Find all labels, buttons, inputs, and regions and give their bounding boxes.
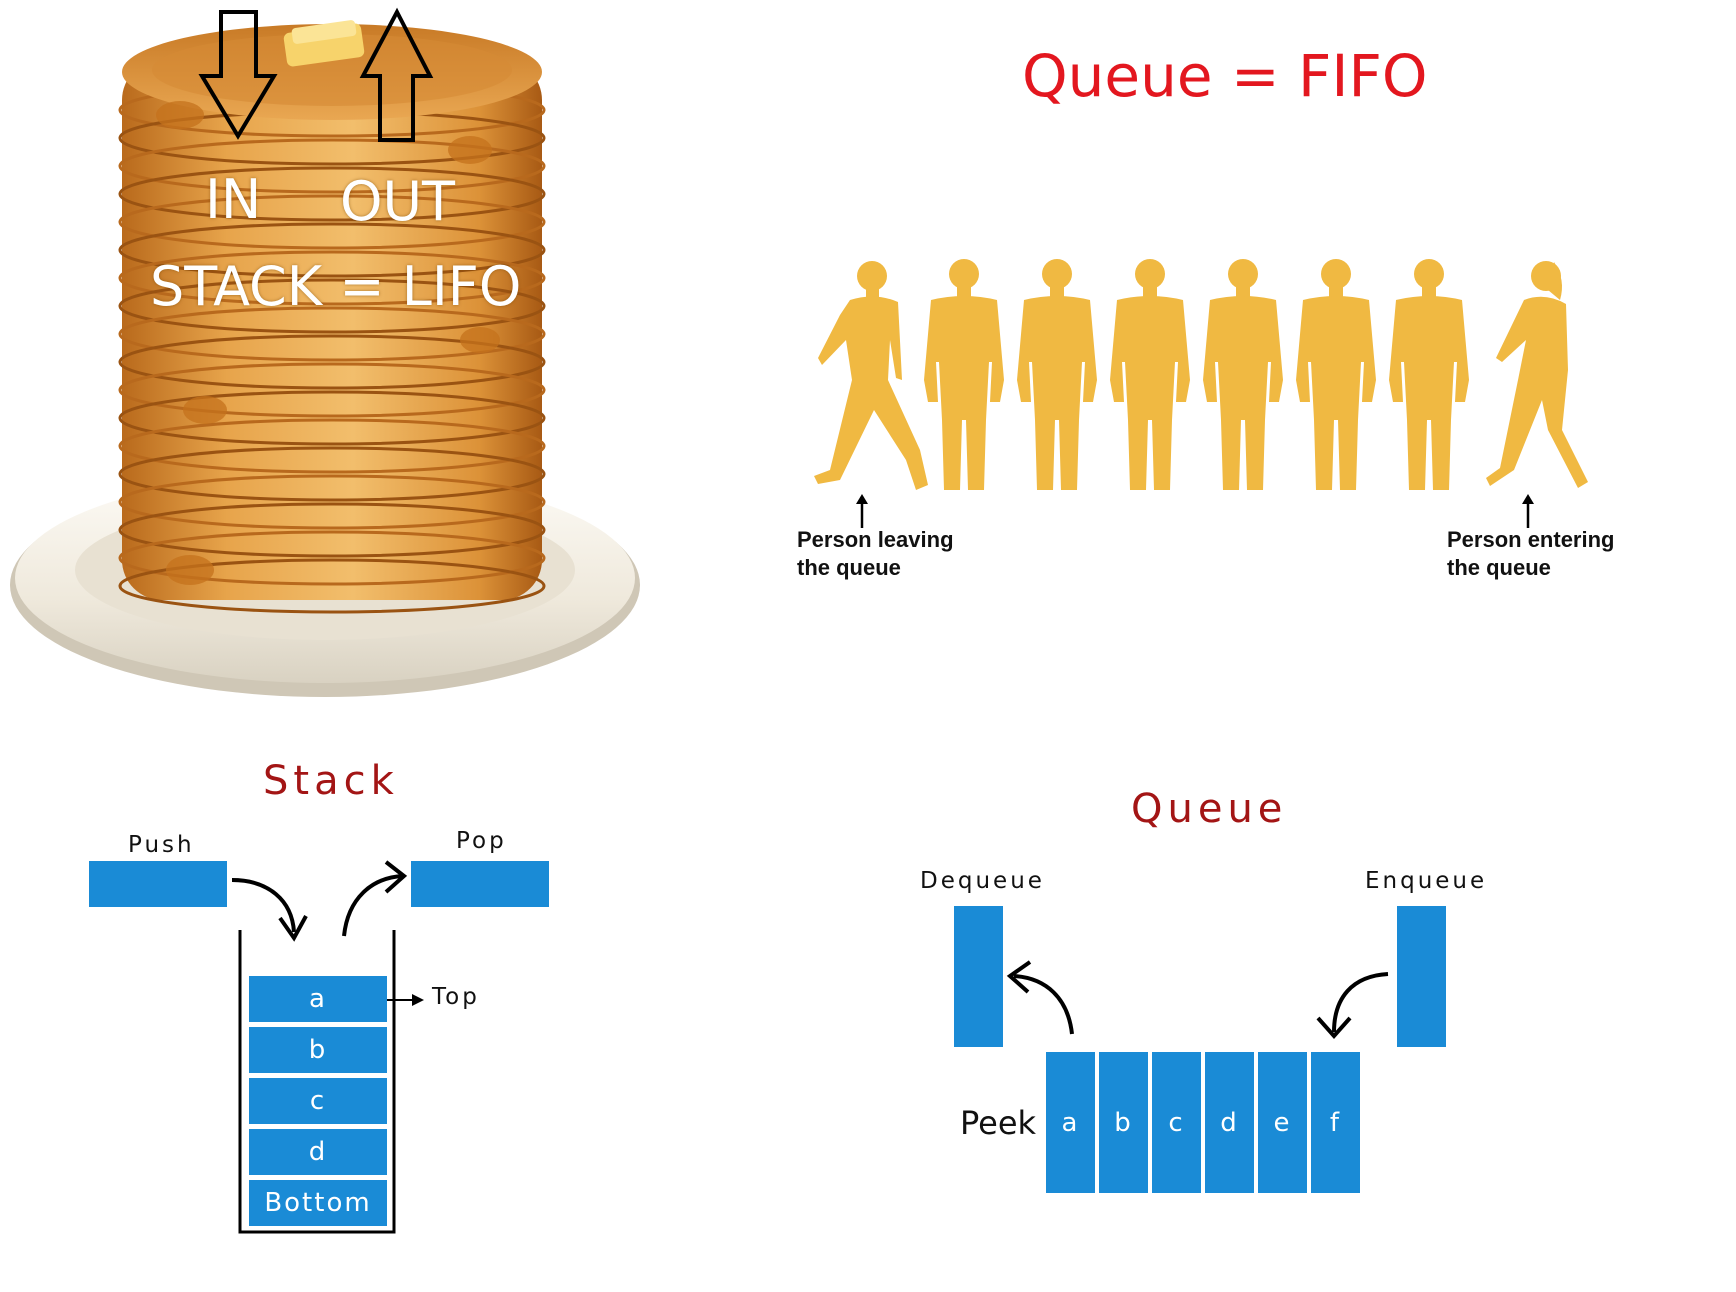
pop-item-box xyxy=(411,861,549,907)
stack-item: Bottom xyxy=(249,1180,387,1226)
pancake-layer xyxy=(118,502,546,558)
pancake-layer xyxy=(118,250,546,306)
stack-item: a xyxy=(249,976,387,1022)
queue-people-illustration xyxy=(814,259,1588,528)
push-item-box xyxy=(89,861,227,907)
stack-lifo-title: STACK = LIFO xyxy=(150,255,522,318)
person-leaving-caption: Person leaving the queue xyxy=(797,527,954,580)
stack-item: d xyxy=(249,1129,387,1175)
enqueue-label: Enqueue xyxy=(1365,868,1488,894)
pancake-layer xyxy=(118,474,546,530)
out-arrow-icon xyxy=(359,7,434,142)
pancake-layer xyxy=(118,446,546,502)
queue-item: b xyxy=(1099,1052,1148,1193)
pancake-layer xyxy=(118,166,546,222)
pancake-layer xyxy=(118,558,546,614)
person-leaving-figure xyxy=(814,261,928,490)
push-label: Push xyxy=(128,832,195,858)
out-label: OUT xyxy=(340,170,456,233)
pancake-layer xyxy=(118,334,546,390)
caption-arrows xyxy=(856,494,1534,528)
pancake-stack-illustration xyxy=(10,7,640,697)
person-entering-figure xyxy=(1486,261,1588,488)
person-entering-caption: Person entering the queue xyxy=(1447,527,1615,580)
stack-diagram-title: Stack xyxy=(263,758,399,804)
pancake-layer xyxy=(118,418,546,474)
pancake-layer xyxy=(118,306,546,362)
pancake-layer xyxy=(118,138,546,194)
pancake-layer xyxy=(118,194,546,250)
queue-fifo-title: Queue = FIFO xyxy=(1022,42,1428,110)
pancake-layer xyxy=(118,390,546,446)
queue-item: f xyxy=(1311,1052,1360,1193)
dequeued-item-box xyxy=(954,906,1003,1047)
enqueued-item-box xyxy=(1397,906,1446,1047)
queue-diagram-title: Queue xyxy=(1131,786,1288,832)
peek-label: Peek xyxy=(960,1104,1037,1142)
queue-item: c xyxy=(1152,1052,1201,1193)
stack-item: c xyxy=(249,1078,387,1124)
pancake-layer xyxy=(118,222,546,278)
top-label: Top xyxy=(432,984,480,1010)
pancake-layer xyxy=(118,530,546,586)
stack-item: b xyxy=(249,1027,387,1073)
queue-item: e xyxy=(1258,1052,1307,1193)
pancake-layer xyxy=(118,278,546,334)
pop-label: Pop xyxy=(456,828,507,854)
in-arrow-icon xyxy=(198,10,278,140)
dequeue-label: Dequeue xyxy=(920,868,1045,894)
queue-item: d xyxy=(1205,1052,1254,1193)
queue-item: a xyxy=(1046,1052,1095,1193)
pancake-layer xyxy=(118,362,546,418)
in-label: IN xyxy=(205,168,262,231)
